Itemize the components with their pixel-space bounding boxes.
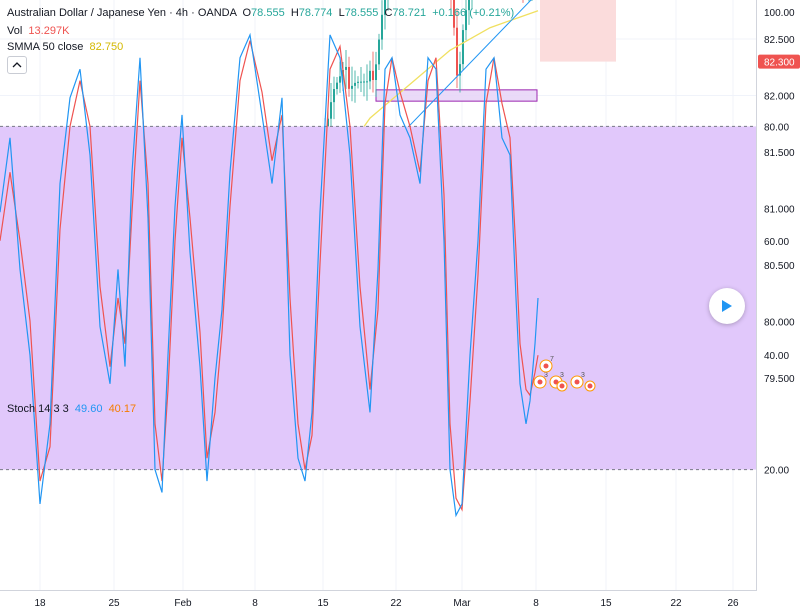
stoch-legend[interactable]: Stoch 14 3 3 49.60 40.17: [7, 402, 136, 416]
time-tick-label: 15: [600, 598, 612, 609]
price-tick-label: 79.500: [764, 374, 795, 385]
candle-body: [375, 64, 377, 81]
collapse-legend-button[interactable]: [7, 56, 27, 74]
candle-body: [363, 81, 365, 83]
time-tick-label: 22: [390, 598, 402, 609]
time-tick-label: Feb: [174, 598, 192, 609]
open-value: 78.555: [251, 7, 285, 19]
candle-body: [369, 70, 371, 82]
candle-body: [462, 30, 464, 65]
stoch-d-line: [0, 40, 539, 512]
stoch-label: Stoch 14 3 3: [7, 403, 69, 415]
candle-body: [453, 0, 455, 28]
high-value: 78.774: [298, 7, 333, 19]
separator: ·: [191, 7, 195, 19]
open-label: O: [242, 7, 252, 19]
stoch-tick-label: 100.00: [764, 8, 795, 19]
candle-body: [330, 102, 332, 119]
low-label: L: [338, 7, 345, 19]
price-tick-label: 82.500: [764, 35, 795, 46]
time-tick-label: Mar: [453, 598, 471, 609]
stoch-k-line: [0, 32, 539, 518]
candle-body: [459, 64, 461, 76]
stoch-d-value: 40.17: [108, 403, 137, 415]
chevron-up-icon: [12, 62, 22, 68]
high-label: H: [290, 7, 299, 19]
event-dot: [543, 363, 549, 369]
price-tick-label: 82.000: [764, 92, 795, 103]
low-value: 78.555: [344, 7, 379, 19]
event-dot: [587, 383, 593, 389]
candle-body: [345, 66, 347, 70]
candle-body: [354, 82, 356, 86]
change-value: +0.166 (+0.21%): [432, 7, 515, 19]
exchange-label: OANDA: [197, 7, 237, 19]
stoch-tick-label: 60.00: [764, 237, 789, 248]
stoch-k-value: 49.60: [74, 403, 103, 415]
close-label: C: [384, 7, 393, 19]
interval-label[interactable]: 4h: [175, 7, 189, 19]
time-tick-label: 8: [533, 598, 539, 609]
event-dot: [574, 379, 580, 385]
candle-body: [339, 76, 341, 83]
smma-legend[interactable]: SMMA 50 close 82.750: [7, 40, 123, 54]
event-count: 7: [550, 356, 554, 363]
event-dot: [537, 379, 543, 385]
price-axis: [757, 0, 800, 612]
candle-body: [366, 81, 368, 83]
stoch-tick-label: 40.00: [764, 351, 789, 362]
event-count: 3: [560, 372, 564, 379]
candle-body: [465, 10, 467, 31]
event-count: 3: [544, 372, 548, 379]
time-tick-label: 15: [317, 598, 329, 609]
time-tick-label: 26: [727, 598, 739, 609]
symbol-legend: Australian Dollar / Japanese Yen · 4h · …: [7, 6, 514, 20]
price-tick-label: 81.000: [764, 205, 795, 216]
volume-label: Vol: [7, 25, 23, 37]
play-icon: [722, 300, 732, 312]
candle-body: [372, 70, 374, 81]
candle-body: [336, 82, 338, 90]
event-dot: [559, 383, 565, 389]
time-tick-label: 18: [34, 598, 46, 609]
candle-body: [456, 27, 458, 76]
candle-body: [360, 81, 362, 83]
candle-body: [333, 89, 335, 103]
candle-body: [378, 39, 380, 65]
time-tick-label: 25: [108, 598, 120, 609]
stoch-tick-label: 80.00: [764, 122, 789, 133]
candle-body: [357, 81, 359, 83]
price-tick-label: 80.000: [764, 318, 795, 329]
time-tick-label: 22: [670, 598, 682, 609]
price-badge-label-stop: 82.300: [764, 58, 795, 69]
stoch-tick-label: 20.00: [764, 466, 789, 477]
candle-body: [381, 14, 383, 40]
replay-play-button[interactable]: [709, 288, 745, 324]
candle-body: [468, 0, 470, 11]
long-position-stop-area[interactable]: [540, 0, 616, 62]
candle-body: [384, 0, 386, 15]
symbol-name[interactable]: Australian Dollar / Japanese Yen: [7, 7, 166, 19]
volume-legend[interactable]: Vol 13.297K: [7, 24, 69, 38]
price-badge-stop: [758, 54, 800, 69]
price-tick-label: 80.500: [764, 261, 795, 272]
smma-value: 82.750: [89, 41, 124, 53]
time-tick-label: 8: [252, 598, 258, 609]
price-tick-label: 81.500: [764, 148, 795, 159]
volume-value: 13.297K: [28, 25, 70, 37]
candle-body: [351, 85, 353, 89]
separator: ·: [169, 7, 173, 19]
smma-label: SMMA 50 close: [7, 41, 84, 53]
candle-body: [348, 66, 350, 89]
event-count: 3: [581, 372, 585, 379]
close-value: 78.721: [392, 7, 427, 19]
